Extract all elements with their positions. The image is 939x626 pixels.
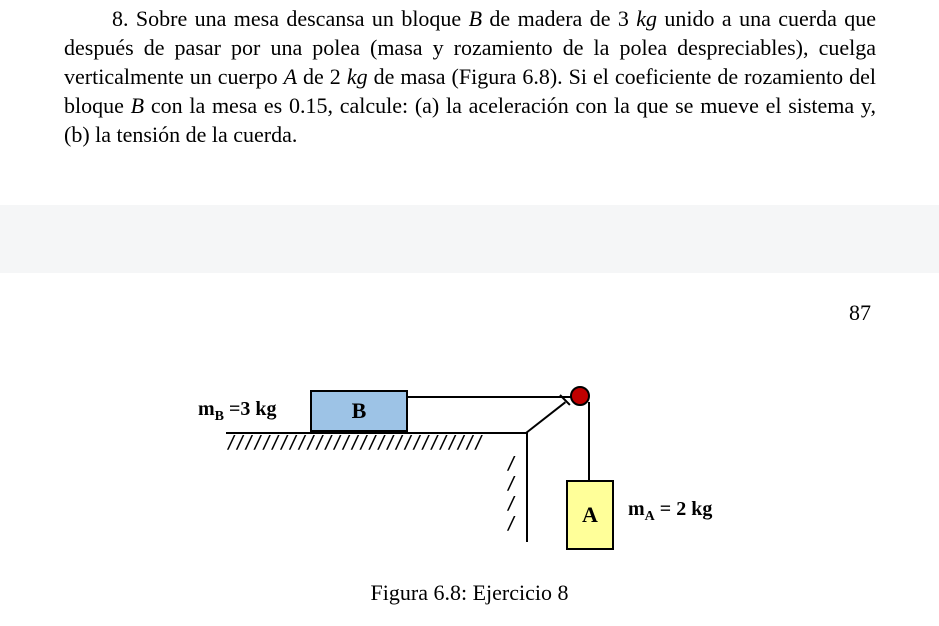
problem-number: 8. (112, 6, 129, 31)
table-edge-line (526, 432, 528, 542)
mb-sub: B (215, 409, 224, 424)
ma-sub: A (645, 509, 655, 524)
page-root: 8. Sobre una mesa descansa un bloque B d… (0, 0, 939, 626)
table-edge-hatch: / / / / (506, 454, 517, 534)
edge-hatch-mark: / (506, 474, 517, 494)
problem-unit-kg-1: kg (636, 6, 657, 31)
mass-a-label: mA = 2 kg (628, 498, 712, 525)
rope-horizontal (408, 396, 578, 398)
problem-statement: 8. Sobre una mesa descansa un bloque B d… (64, 4, 876, 149)
ma-prefix: m (628, 498, 645, 520)
problem-text-1: Sobre una mesa descansa un bloque (136, 6, 469, 31)
problem-symbol-B-2: B (131, 93, 144, 118)
block-b: B (310, 390, 408, 432)
problem-symbol-A: A (284, 64, 297, 89)
problem-symbol-B: B (469, 6, 482, 31)
mb-prefix: m (198, 398, 215, 420)
mass-b-label: mB =3 kg (198, 398, 277, 425)
block-a: A (566, 480, 614, 550)
page-number: 87 (849, 300, 871, 326)
problem-unit-kg-2: kg (347, 64, 368, 89)
pulley-support (525, 401, 566, 433)
edge-hatch-mark: / (506, 494, 517, 514)
rope-vertical (588, 402, 590, 482)
edge-hatch-mark: / (506, 454, 517, 474)
figure-diagram: mB =3 kg B /////////////////////////////… (190, 380, 750, 560)
block-a-letter: A (582, 502, 598, 527)
problem-text-6: con la mesa es 0.15, calcule: (a) la ace… (64, 93, 876, 147)
figure-caption: Figura 6.8: Ejercicio 8 (0, 580, 939, 606)
separator-band (0, 205, 939, 273)
table-surface-hatch: ///////////////////////////// (226, 434, 526, 452)
block-b-letter: B (352, 398, 367, 423)
ma-value: = 2 kg (655, 498, 713, 520)
problem-text-4: de 2 (297, 64, 347, 89)
problem-text-2: de madera de 3 (482, 6, 636, 31)
pulley-icon (570, 386, 590, 406)
edge-hatch-mark: / (506, 514, 517, 534)
mb-value: =3 kg (224, 398, 277, 420)
